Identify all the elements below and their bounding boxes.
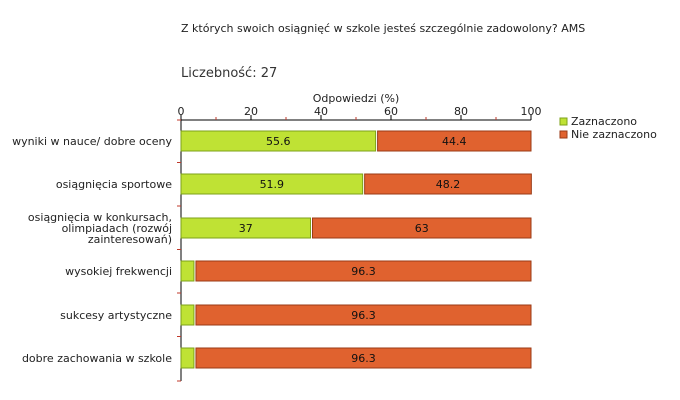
category-label: osiągnięcia sportowe	[56, 178, 172, 191]
category-label: wysokiej frekwencji	[65, 265, 172, 278]
bar-value-label: 96.3	[351, 309, 376, 322]
bar-value-label: 48.2	[436, 178, 461, 191]
category-label: sukcesy artystyczne	[60, 309, 172, 322]
legend-label: Nie zaznaczono	[571, 128, 657, 141]
x-tick-label: 20	[244, 105, 258, 118]
bar-value-label: 37	[239, 222, 253, 235]
count-line: Liczebność: 27	[181, 66, 277, 81]
bar-value-label: 51.9	[260, 178, 285, 191]
x-tick-label: 60	[384, 105, 398, 118]
bar-zaznaczono	[180, 260, 195, 282]
bar-zaznaczono	[180, 130, 377, 152]
bar-nie-zaznaczono	[312, 217, 532, 239]
category-label: wyniki w nauce/ dobre oceny	[12, 135, 172, 148]
bar-nie-zaznaczono	[195, 304, 532, 326]
legend-label: Zaznaczono	[571, 115, 637, 128]
bar-nie-zaznaczono	[377, 130, 532, 152]
bar-value-label: 44.4	[442, 135, 467, 148]
count-value: 27	[260, 66, 278, 81]
category-label: olimpiadach (rozwój	[62, 222, 172, 235]
count-label: Liczebność:	[181, 66, 257, 81]
bar-zaznaczono	[180, 304, 195, 326]
x-tick-label: 40	[314, 105, 328, 118]
bar-nie-zaznaczono	[364, 173, 532, 195]
bar-zaznaczono	[180, 217, 311, 239]
bar-value-label: 63	[415, 222, 429, 235]
category-label: dobre zachowania w szkole	[22, 352, 172, 365]
x-axis-label: Odpowiedzi (%)	[313, 92, 400, 105]
bar-zaznaczono	[180, 347, 195, 369]
legend-swatch	[559, 130, 568, 139]
bar-zaznaczono	[180, 173, 364, 195]
bar-value-label: 96.3	[351, 352, 376, 365]
x-tick-label: 100	[521, 105, 542, 118]
legend-swatch	[559, 117, 568, 126]
bar-nie-zaznaczono	[195, 347, 532, 369]
x-tick-label: 80	[454, 105, 468, 118]
bar-value-label: 96.3	[351, 265, 376, 278]
category-label: osiągnięcia w konkursach,	[28, 211, 172, 224]
category-label: zainteresowań)	[88, 233, 172, 246]
chart-title: Z których swoich osiągnięć w szkole jest…	[181, 22, 586, 35]
bar-nie-zaznaczono	[195, 260, 532, 282]
x-tick-label: 0	[178, 105, 185, 118]
bar-value-label: 55.6	[266, 135, 291, 148]
